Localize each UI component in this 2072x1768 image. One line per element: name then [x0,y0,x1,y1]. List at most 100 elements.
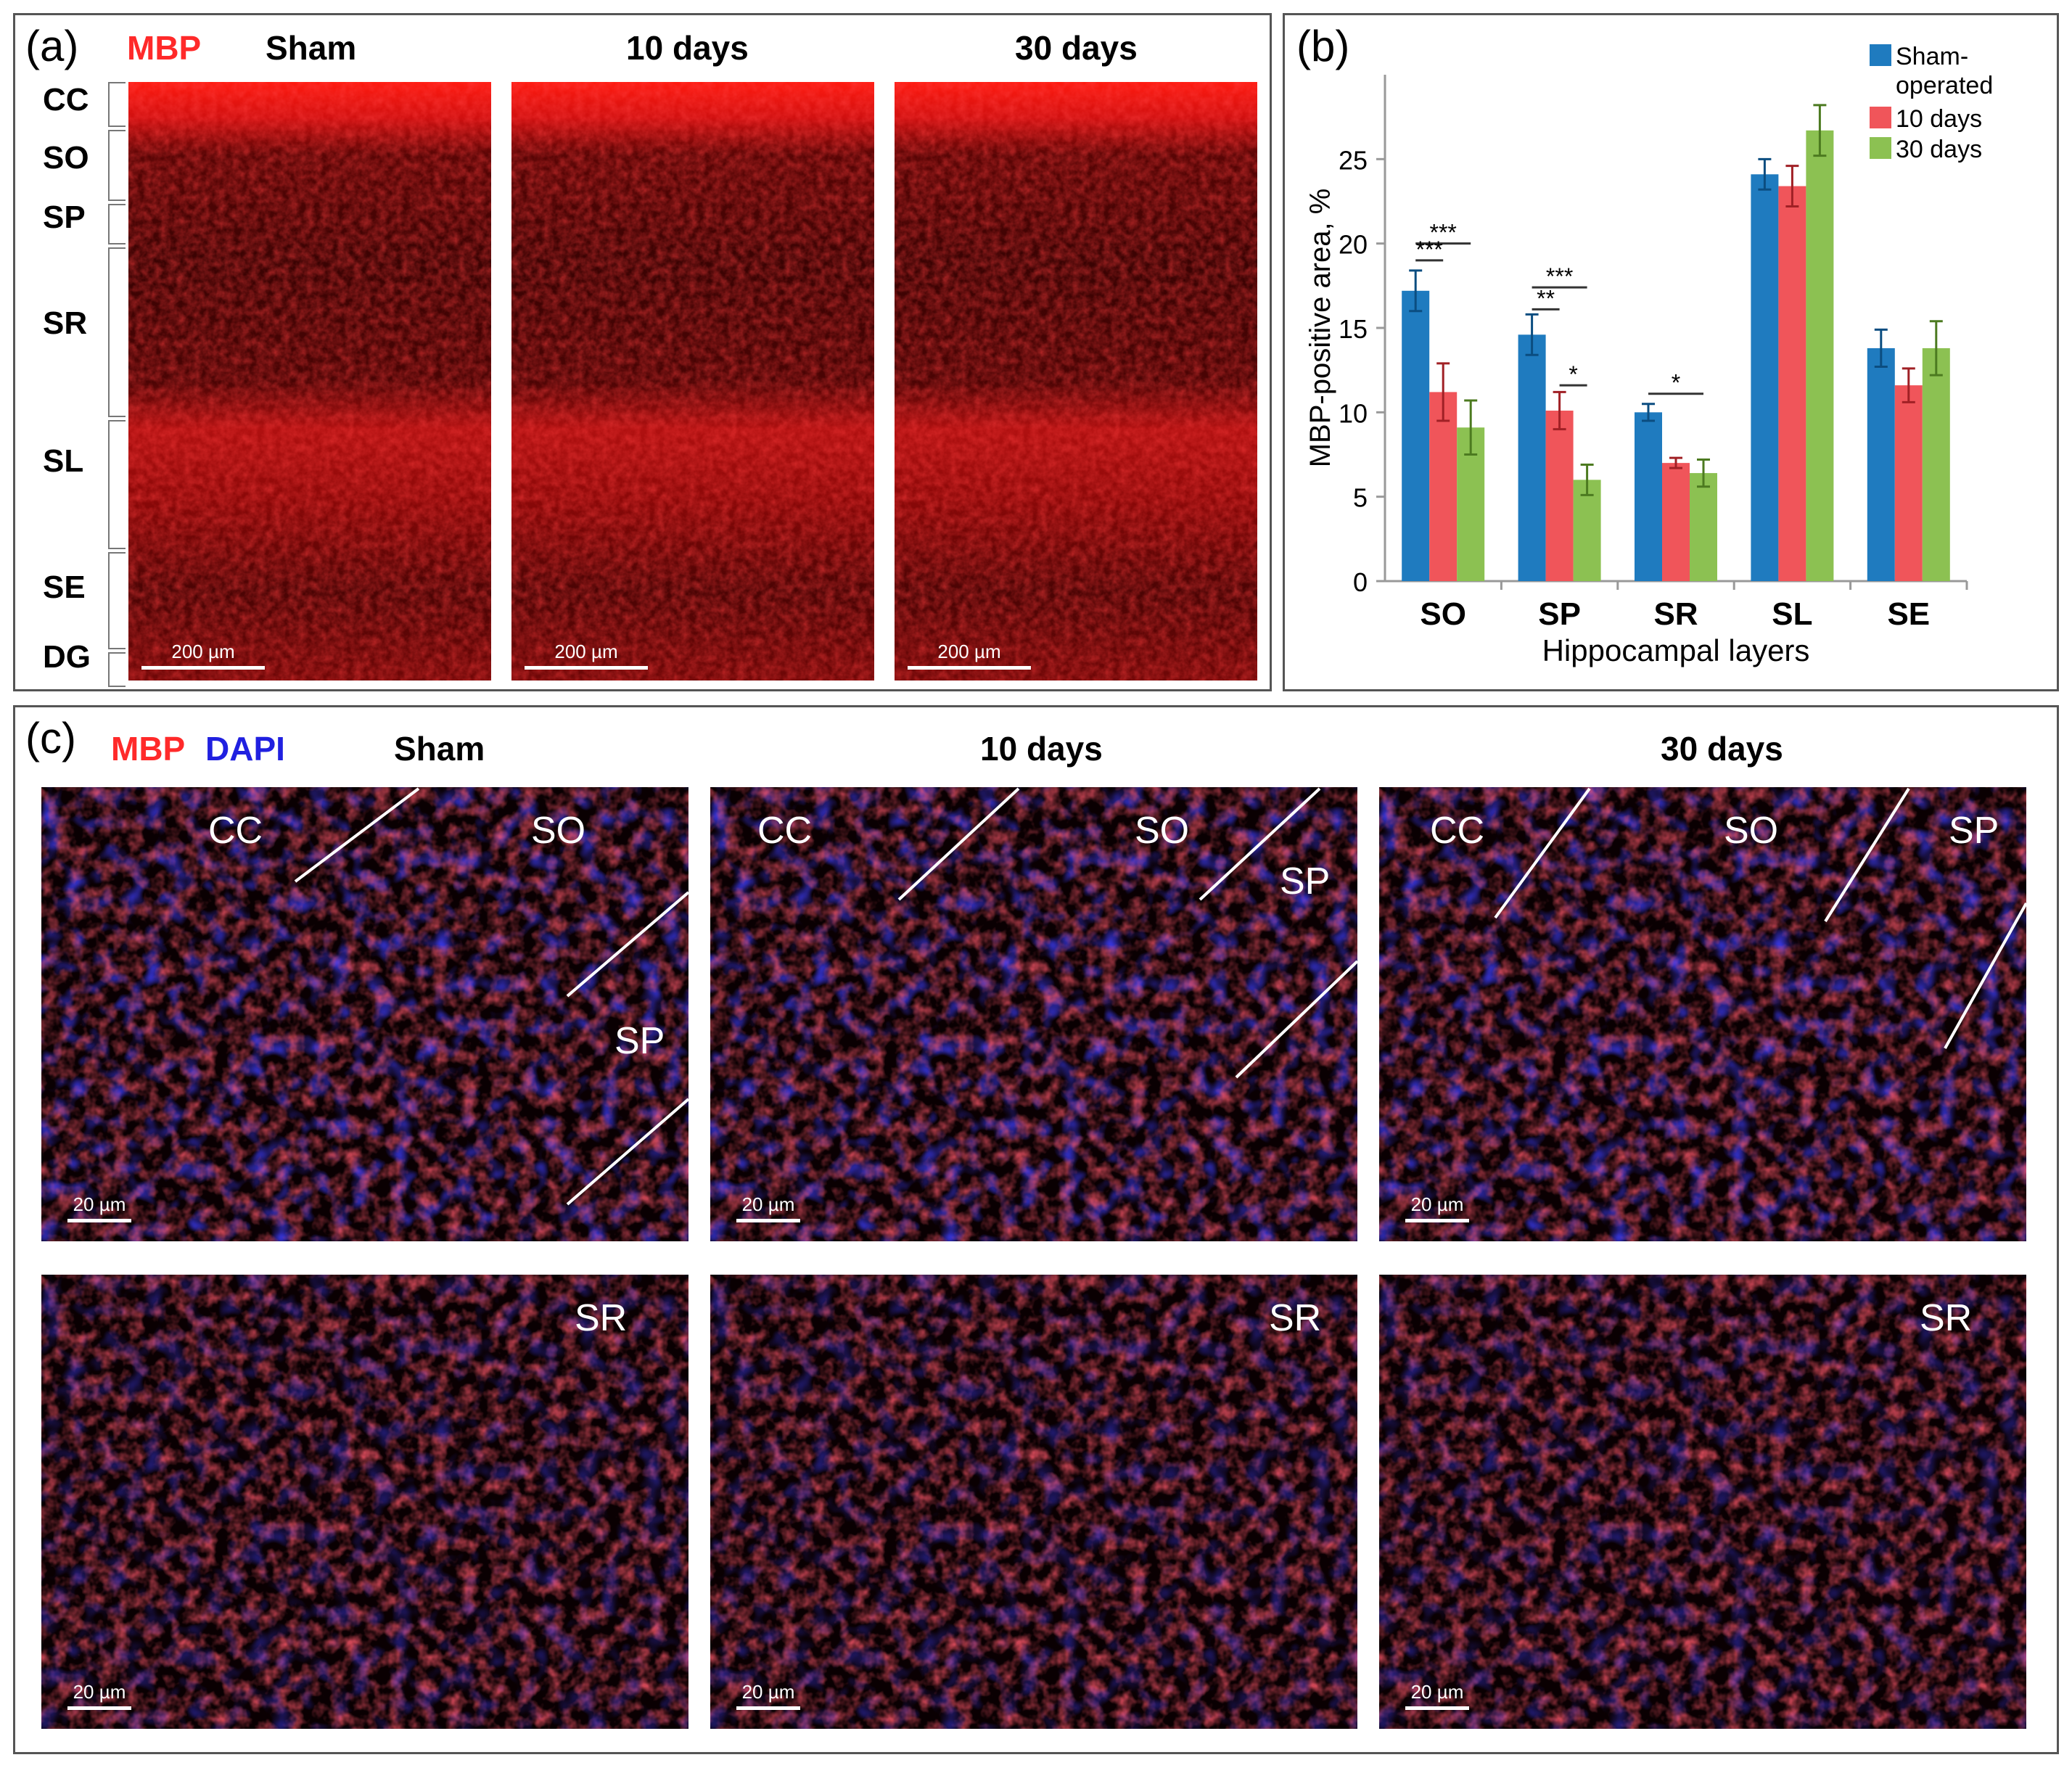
panel-a-col-10days: 10 days [626,29,749,67]
panel-c-label: (c) [25,714,76,762]
region-label-c-10days-sr: SR [1269,1297,1322,1339]
x-tick-label: SL [1772,596,1812,632]
legend-label-0: Sham-operated [1896,43,1993,99]
significance-mark: * [1569,361,1577,387]
bar-sl-1 [1778,186,1806,581]
x-tick-label: SE [1887,596,1930,632]
layer-bracket-se [108,552,126,649]
bar-sp-1 [1545,411,1574,581]
scale-bar-a-30days-label: 200 µm [937,641,1001,662]
y-tick-label: 25 [1339,145,1368,175]
region-label-c-sham-sp: SP [614,1020,665,1062]
panel-c-col-sham: Sham [394,730,485,768]
legend-swatch-2 [1870,137,1891,159]
panel-c-stain-dapi: DAPI [205,730,285,768]
region-label-c-30days-sr: SR [1920,1297,1973,1339]
legend-swatch-1 [1870,107,1891,128]
bar-sl-0 [1751,174,1779,582]
bar-sr-0 [1635,412,1662,581]
panel-c-col-10days: 10 days [980,730,1103,768]
scale-bar-c-sham-bottom: 20 µm [67,1681,131,1710]
panel-a-col-sham: Sham [266,29,357,67]
panel-a-label: (a) [25,22,79,70]
scale-bar-c-sham-top: 20 µm [67,1193,131,1222]
scale-bar-c-30days-bottom-label: 20 µm [1410,1681,1464,1703]
micrograph-c-sham-bottom: SR 20 µm [41,1275,688,1729]
scale-bar-a-30days: 200 µm [908,641,1031,670]
y-tick-label: 5 [1353,483,1368,513]
region-label-c-30days-cc: CC [1430,810,1485,852]
region-label-c-sham-sr: SR [575,1297,628,1339]
y-tick-label: 10 [1339,398,1368,428]
micrograph-c-10days-bottom: SR 20 µm [710,1275,1357,1729]
micrograph-c-10days-top: CC SO SP 20 µm [710,787,1357,1241]
y-axis-label: MBP-positive area, % [1304,189,1336,468]
layer-label-sp: SP [43,200,86,235]
scale-bar-c-30days-top-label: 20 µm [1410,1193,1464,1215]
layer-label-so: SO [43,140,89,176]
panel-b-label: (b) [1296,22,1350,70]
scale-bar-c-10days-bottom-label: 20 µm [741,1681,795,1703]
x-tick-label: SP [1538,596,1581,632]
layer-bracket-sr [108,247,126,417]
layer-label-dg: DG [43,639,91,675]
significance-mark: *** [1546,263,1573,289]
bar-sr-2 [1690,473,1717,581]
panel-c-col-30days: 30 days [1661,730,1783,768]
scale-bar-c-10days-top-label: 20 µm [741,1193,795,1215]
bar-so-0 [1402,290,1430,581]
significance-mark: * [1672,370,1680,396]
significance-mark: ** [1537,285,1555,311]
scale-bar-c-30days-top: 20 µm [1405,1193,1469,1222]
x-tick-label: SO [1420,596,1466,632]
region-label-c-10days-so: SO [1135,810,1190,852]
bar-sp-2 [1573,480,1601,581]
layer-label-se: SE [43,570,86,605]
scale-bar-a-sham: 200 µm [141,641,265,670]
y-tick-label: 15 [1339,314,1368,344]
region-label-c-10days-cc: CC [757,810,813,852]
legend-label-1: 10 days [1896,105,1982,133]
panel-c-stain-mbp: MBP [111,730,186,768]
panel-a-col-30days: 30 days [1015,29,1138,67]
layer-bracket-cc [108,82,126,127]
bar-sl-2 [1806,130,1834,581]
x-tick-label: SR [1653,596,1698,632]
significance-mark: *** [1430,220,1457,246]
micrograph-a-sham: 200 µm [128,82,491,681]
layer-bracket-sp [108,204,126,244]
y-tick-label: 20 [1339,230,1368,260]
layer-label-sr: SR [43,305,88,341]
region-label-c-30days-so: SO [1724,810,1779,852]
scale-bar-c-sham-top-label: 20 µm [73,1193,126,1215]
bar-sp-0 [1518,334,1546,581]
legend-label-2: 30 days [1896,136,1982,163]
region-label-c-sham-so: SO [531,810,586,852]
scale-bar-a-10days: 200 µm [525,641,648,670]
micrograph-a-10days: 200 µm [511,82,874,681]
scale-bar-a-sham-label: 200 µm [171,641,235,662]
scale-bar-c-10days-bottom: 20 µm [736,1681,800,1710]
micrograph-c-sham-top: CC SO SP 20 µm [41,787,688,1241]
scale-bar-a-10days-label: 200 µm [554,641,618,662]
region-label-c-30days-sp: SP [1949,810,1999,852]
significance-mark: *** [1416,237,1443,263]
bar-se-1 [1894,385,1923,581]
layer-label-cc: CC [43,82,89,118]
layer-bracket-sl [108,420,126,549]
micrograph-a-30days: 200 µm [895,82,1257,681]
micrograph-c-30days-top: CC SO SP 20 µm [1379,787,2026,1241]
panel-b: (b) 0 5 10 15 20 25 MBP-positive area, % Hippoc… [1283,13,2059,691]
bar-sr-1 [1662,463,1690,581]
layer-bracket-dg [108,652,126,687]
region-label-c-10days-sp: SP [1280,860,1331,902]
scale-bar-c-30days-bottom: 20 µm [1405,1681,1469,1710]
y-tick-label: 0 [1353,567,1368,597]
region-label-c-sham-cc: CC [208,810,263,852]
bar-se-2 [1922,348,1950,581]
layer-bracket-so [108,130,126,201]
micrograph-c-30days-bottom: SR 20 µm [1379,1275,2026,1729]
x-axis-label: Hippocampal layers [1542,633,1810,667]
panel-a: (a) MBP Sham 10 days 30 days CC SO SP SR… [13,13,1272,691]
